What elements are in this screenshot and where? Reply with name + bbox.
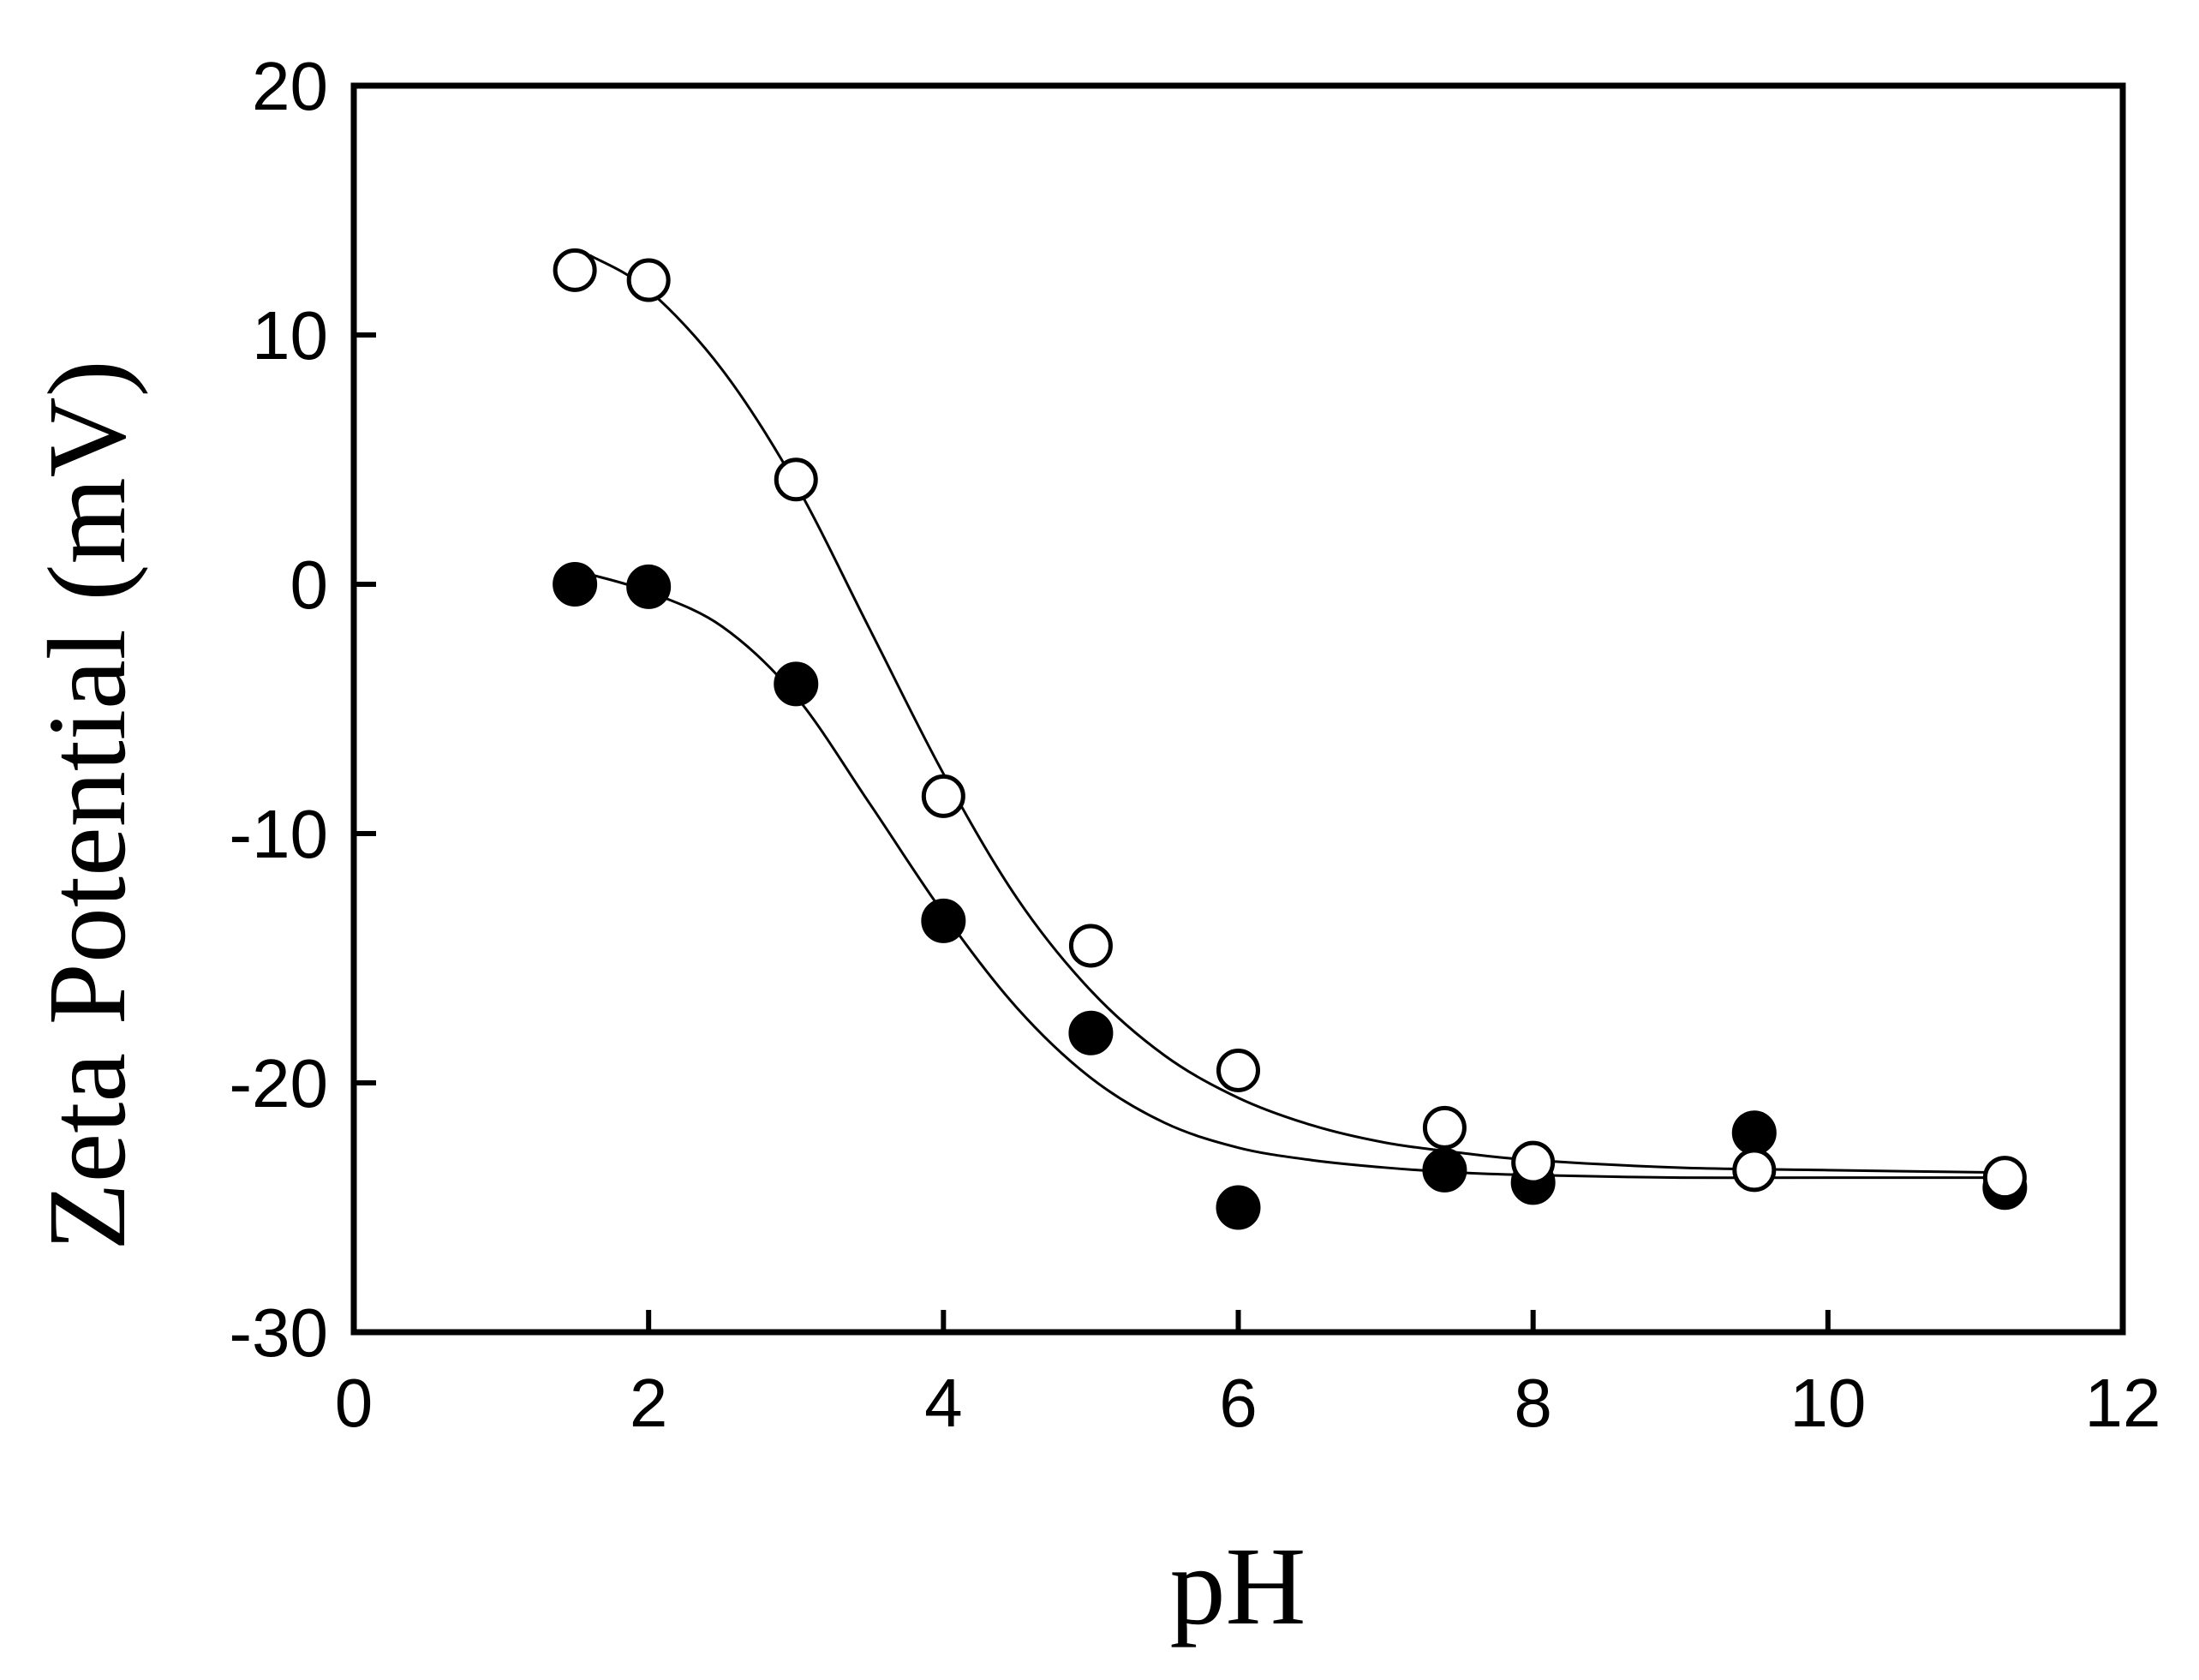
y-tick-label: 0	[290, 547, 329, 623]
data-point-open	[553, 248, 597, 292]
data-point-filled	[921, 898, 966, 943]
fit-curves	[589, 254, 2005, 1180]
x-tick-label: 4	[924, 1365, 963, 1441]
data-points	[553, 248, 2028, 1230]
x-axis-title: pH	[1170, 1525, 1306, 1648]
x-tick-label: 10	[1790, 1365, 1866, 1441]
x-tick-label: 0	[335, 1365, 373, 1441]
data-point-filled	[553, 562, 598, 607]
data-point-filled	[1731, 1110, 1777, 1156]
fit-curve	[589, 254, 2005, 1175]
x-tick-label: 8	[1514, 1365, 1552, 1441]
y-tick-label: -30	[229, 1294, 328, 1371]
y-axis-title: Zeta Potential (mV)	[26, 360, 149, 1251]
data-point-open	[1068, 924, 1113, 968]
data-point-open	[1732, 1148, 1777, 1193]
data-point-open	[1422, 1105, 1467, 1150]
y-tick-label: -20	[229, 1045, 328, 1121]
data-point-open	[626, 258, 671, 302]
data-point-filled	[626, 564, 672, 609]
data-point-open	[1982, 1156, 2027, 1200]
data-point-open	[921, 774, 965, 818]
y-tick-label: -10	[229, 796, 328, 872]
y-tick-label: 10	[252, 297, 328, 374]
data-point-open	[1216, 1048, 1260, 1092]
axis-ticks: 0 2 4 6 8 10 12 -30 -20 -10 0 10 20	[229, 48, 2160, 1441]
data-point-filled	[1216, 1185, 1261, 1230]
x-tick-label: 6	[1219, 1365, 1258, 1441]
data-point-filled	[1422, 1147, 1467, 1193]
data-point-open	[1511, 1140, 1556, 1185]
x-tick-label: 2	[630, 1365, 668, 1441]
x-tick-label: 12	[2085, 1365, 2161, 1441]
data-point-open	[774, 457, 818, 502]
y-tick-label: 20	[252, 48, 328, 124]
data-point-filled	[774, 661, 819, 707]
data-point-filled	[1068, 1010, 1114, 1055]
plot-frame	[350, 82, 2126, 1336]
